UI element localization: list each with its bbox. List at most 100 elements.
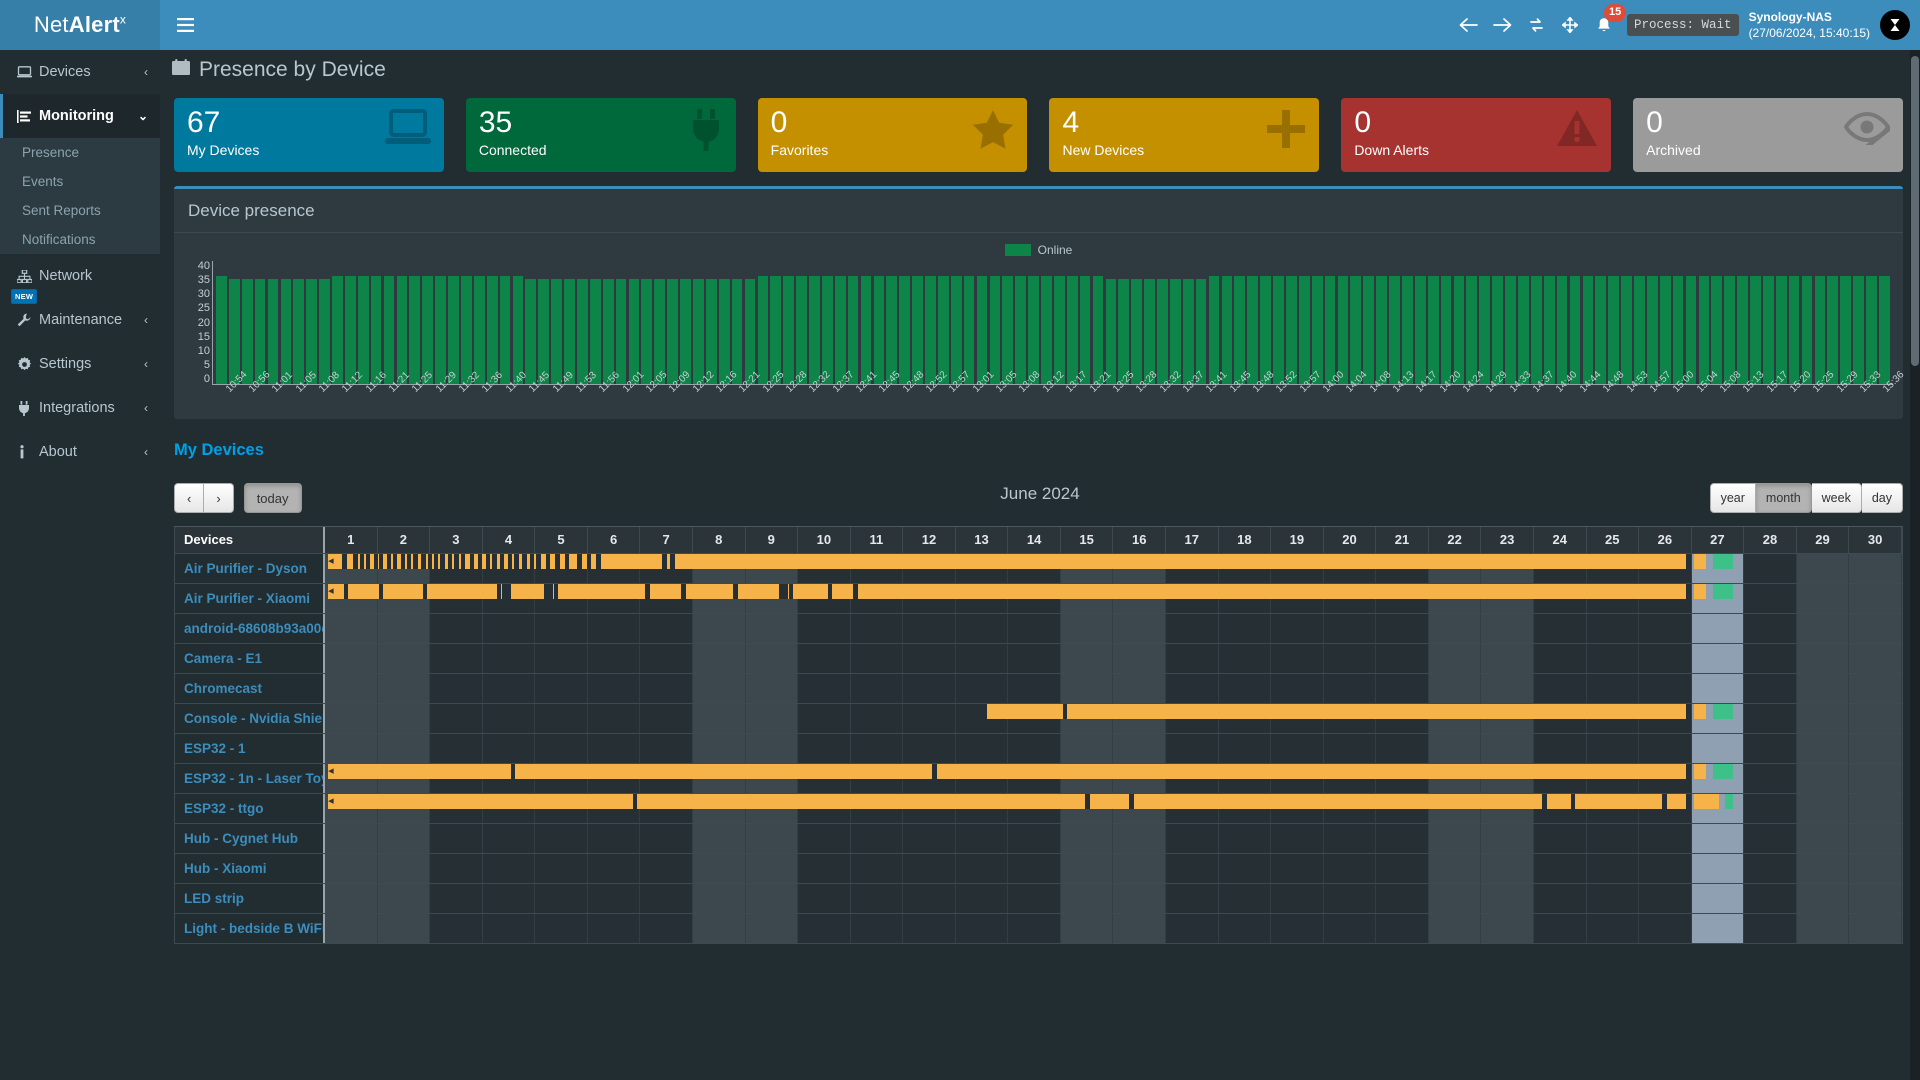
- sidebar-subitem-presence[interactable]: Presence: [22, 145, 80, 160]
- timeline-day-header[interactable]: 26: [1639, 527, 1692, 553]
- chart-bar[interactable]: [783, 276, 794, 384]
- timeline-day-cell[interactable]: [1428, 614, 1482, 643]
- timeline-day-cell[interactable]: [798, 884, 851, 913]
- timeline-day-cell[interactable]: [1849, 734, 1902, 763]
- sidebar-item-about[interactable]: About ‹: [0, 430, 160, 474]
- chart-bar[interactable]: [602, 279, 614, 384]
- timeline-track[interactable]: [325, 704, 1902, 733]
- timeline-day-cell[interactable]: [1271, 914, 1324, 943]
- timeline-day-cell[interactable]: [692, 704, 746, 733]
- timeline-day-cell[interactable]: [588, 674, 641, 703]
- timeline-day-cell[interactable]: [745, 614, 799, 643]
- timeline-day-cell[interactable]: [692, 734, 746, 763]
- timeline-day-cell[interactable]: [588, 614, 641, 643]
- chart-bar[interactable]: [486, 276, 498, 384]
- chart-bar[interactable]: [1440, 276, 1452, 384]
- presence-bar-online[interactable]: [1712, 764, 1734, 779]
- timeline-day-cell[interactable]: [430, 644, 483, 673]
- timeline-day-header[interactable]: 16: [1113, 527, 1166, 553]
- chart-bar[interactable]: [654, 279, 666, 384]
- timeline-day-cell[interactable]: [483, 824, 536, 853]
- timeline-day-header[interactable]: 7: [640, 527, 693, 553]
- timeline-device-name[interactable]: Camera - E1: [175, 644, 325, 673]
- timeline-day-cell[interactable]: [377, 614, 431, 643]
- chart-bar[interactable]: [1582, 276, 1594, 384]
- timeline-day-header[interactable]: 19: [1271, 527, 1324, 553]
- timeline-track[interactable]: [325, 824, 1902, 853]
- chart-bar[interactable]: [1311, 276, 1323, 384]
- timeline-day-cell[interactable]: [851, 614, 904, 643]
- timeline-day-cell[interactable]: [956, 614, 1009, 643]
- timeline-day-cell[interactable]: [1639, 584, 1692, 613]
- timeline-day-cell[interactable]: [1796, 584, 1850, 613]
- timeline-day-cell[interactable]: [1691, 644, 1745, 673]
- timeline-day-cell[interactable]: [1428, 854, 1482, 883]
- timeline-day-cell[interactable]: [1796, 614, 1850, 643]
- chart-bar[interactable]: [847, 276, 859, 384]
- chart-bar[interactable]: [1724, 276, 1735, 384]
- timeline-day-cell[interactable]: [1166, 884, 1219, 913]
- timeline-day-cell[interactable]: [1166, 674, 1219, 703]
- chart-bar[interactable]: [1698, 276, 1710, 384]
- timeline-day-cell[interactable]: [745, 704, 799, 733]
- timeline-day-cell[interactable]: [903, 854, 956, 883]
- timeline-track[interactable]: [325, 854, 1902, 883]
- presence-bar-present[interactable]: ◂: [328, 584, 1686, 599]
- sidebar-subitem-notifications[interactable]: Notifications: [22, 232, 96, 247]
- timeline-day-cell[interactable]: [1008, 734, 1061, 763]
- timeline-day-cell[interactable]: [1744, 644, 1797, 673]
- presence-bar-present[interactable]: [1693, 554, 1707, 569]
- timeline-day-cell[interactable]: [745, 734, 799, 763]
- chart-bar[interactable]: [1646, 276, 1658, 384]
- timeline-day-cell[interactable]: [1691, 914, 1745, 943]
- refresh-icon[interactable]: [1519, 0, 1553, 50]
- timeline-day-cell[interactable]: [1271, 854, 1324, 883]
- timeline-track[interactable]: [325, 674, 1902, 703]
- timeline-day-cell[interactable]: [535, 884, 588, 913]
- timeline-day-cell[interactable]: [430, 674, 483, 703]
- timeline-day-cell[interactable]: [535, 614, 588, 643]
- chart-bar[interactable]: [1182, 279, 1194, 384]
- timeline-day-cell[interactable]: [535, 824, 588, 853]
- sidebar-item-integrations[interactable]: Integrations ‹: [0, 386, 160, 430]
- timeline-day-cell[interactable]: [588, 644, 641, 673]
- timeline-day-cell[interactable]: [1060, 644, 1114, 673]
- timeline-day-cell[interactable]: [1639, 794, 1692, 823]
- sidebar-item-settings[interactable]: Settings ‹: [0, 342, 160, 386]
- timeline-day-cell[interactable]: [798, 854, 851, 883]
- timeline-day-cell[interactable]: [1796, 884, 1850, 913]
- chart-bar[interactable]: [228, 279, 240, 384]
- timeline-day-cell[interactable]: [1849, 764, 1902, 793]
- chart-bar[interactable]: [241, 279, 253, 384]
- chart-bar[interactable]: [1878, 276, 1890, 384]
- timeline-day-cell[interactable]: [1376, 734, 1429, 763]
- timeline-day-cell[interactable]: [1376, 674, 1429, 703]
- timeline-day-cell[interactable]: [1271, 614, 1324, 643]
- timeline-day-cell[interactable]: [1324, 884, 1377, 913]
- scrollbar-thumb[interactable]: [1911, 56, 1919, 366]
- chart-bar[interactable]: [1324, 276, 1336, 384]
- timeline-day-cell[interactable]: [1481, 884, 1534, 913]
- timeline-day-cell[interactable]: [1639, 764, 1692, 793]
- timeline-day-cell[interactable]: [325, 824, 378, 853]
- chart-bar[interactable]: [267, 279, 279, 384]
- timeline-day-header[interactable]: 2: [378, 527, 431, 553]
- chart-bar[interactable]: [1827, 276, 1839, 384]
- timeline-day-header[interactable]: 9: [746, 527, 799, 553]
- timeline-day-cell[interactable]: [1376, 614, 1429, 643]
- timeline-day-cell[interactable]: [745, 824, 799, 853]
- view-year-button[interactable]: year: [1709, 483, 1756, 513]
- timeline-day-cell[interactable]: [1639, 914, 1692, 943]
- timeline-day-cell[interactable]: [483, 674, 536, 703]
- chart-bar[interactable]: [809, 276, 820, 384]
- chart-bar[interactable]: [1337, 276, 1349, 384]
- timeline-day-cell[interactable]: [1008, 674, 1061, 703]
- timeline-day-cell[interactable]: [1008, 824, 1061, 853]
- presence-bar-present[interactable]: [1693, 704, 1707, 719]
- timeline-day-cell[interactable]: [903, 704, 956, 733]
- timeline-day-header[interactable]: 25: [1587, 527, 1640, 553]
- chart-bar[interactable]: [1530, 276, 1542, 384]
- timeline-day-cell[interactable]: [588, 914, 641, 943]
- chart-bar[interactable]: [1298, 276, 1310, 384]
- timeline-day-cell[interactable]: [1691, 734, 1745, 763]
